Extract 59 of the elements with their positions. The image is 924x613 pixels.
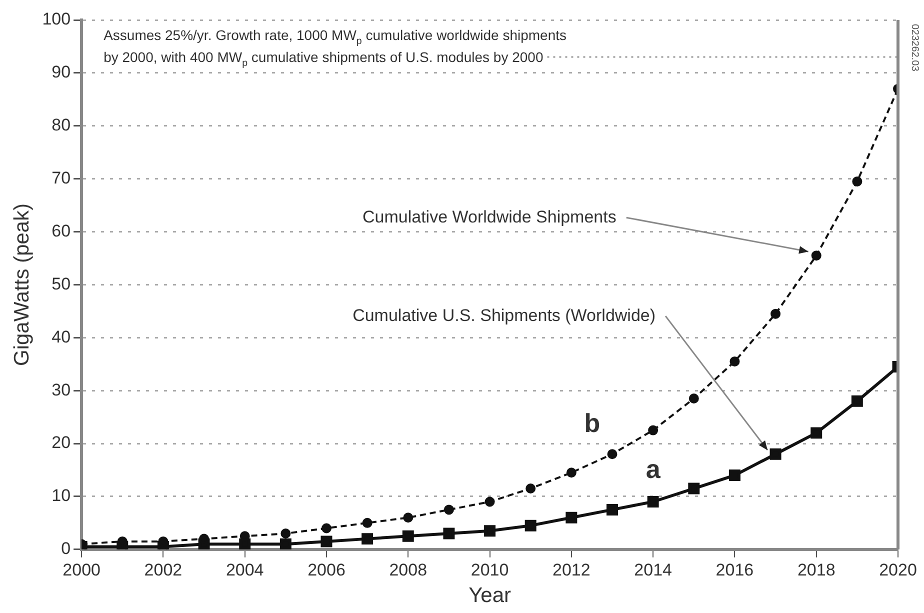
point <box>728 470 740 482</box>
point <box>484 525 496 537</box>
series-label: a <box>646 454 661 484</box>
point <box>362 533 374 545</box>
y-tick-label: 0 <box>61 539 71 558</box>
x-tick-label: 2012 <box>552 560 590 580</box>
y-tick-label: 100 <box>42 10 71 29</box>
y-tick-label: 40 <box>52 327 71 346</box>
point <box>566 512 578 524</box>
point <box>770 448 782 460</box>
y-tick-label: 30 <box>52 380 71 400</box>
x-tick-label: 2020 <box>879 560 917 580</box>
point <box>321 523 332 534</box>
annotation: Cumulative U.S. Shipments (Worldwide) <box>352 306 656 326</box>
point <box>688 394 699 404</box>
point <box>362 518 372 528</box>
x-axis-title: Year <box>468 584 511 608</box>
point <box>443 528 455 540</box>
point <box>402 530 414 542</box>
point <box>647 496 659 508</box>
point <box>770 308 781 319</box>
point <box>403 512 414 523</box>
point <box>851 395 863 407</box>
x-tick-label: 2008 <box>389 560 428 580</box>
y-axis-title: GigaWatts (peak) <box>10 203 34 366</box>
x-tick-label: 2006 <box>308 560 346 580</box>
point <box>648 425 658 436</box>
x-tick-label: 2016 <box>716 560 754 580</box>
y-tick-label: 70 <box>52 168 71 188</box>
x-tick-label: 2002 <box>144 560 182 580</box>
y-tick-label: 20 <box>52 433 71 452</box>
point <box>526 484 536 494</box>
x-tick-label: 2004 <box>226 560 264 580</box>
point <box>484 496 495 507</box>
y-tick-label: 10 <box>52 486 71 506</box>
point <box>852 176 862 186</box>
point <box>810 427 822 439</box>
point <box>280 528 291 539</box>
annotation: Cumulative Worldwide Shipments <box>362 208 616 227</box>
y-tick-label: 50 <box>52 274 71 294</box>
point <box>688 482 700 494</box>
point <box>444 504 454 515</box>
point <box>320 536 332 548</box>
point <box>606 504 618 516</box>
point <box>811 250 822 261</box>
x-tick-label: 2014 <box>634 560 672 580</box>
text: 023262.03 <box>909 24 920 72</box>
x-tick-label: 2000 <box>62 560 100 580</box>
series-label: b <box>584 408 600 438</box>
point <box>607 449 618 460</box>
y-tick-label: 90 <box>52 62 71 82</box>
x-tick-label: 2018 <box>797 560 836 580</box>
point <box>566 468 576 478</box>
point <box>280 538 292 550</box>
y-tick-label: 80 <box>52 116 71 135</box>
point <box>730 356 740 366</box>
y-tick-label: 60 <box>52 221 71 240</box>
point <box>524 520 536 532</box>
x-tick-label: 2010 <box>470 560 509 580</box>
